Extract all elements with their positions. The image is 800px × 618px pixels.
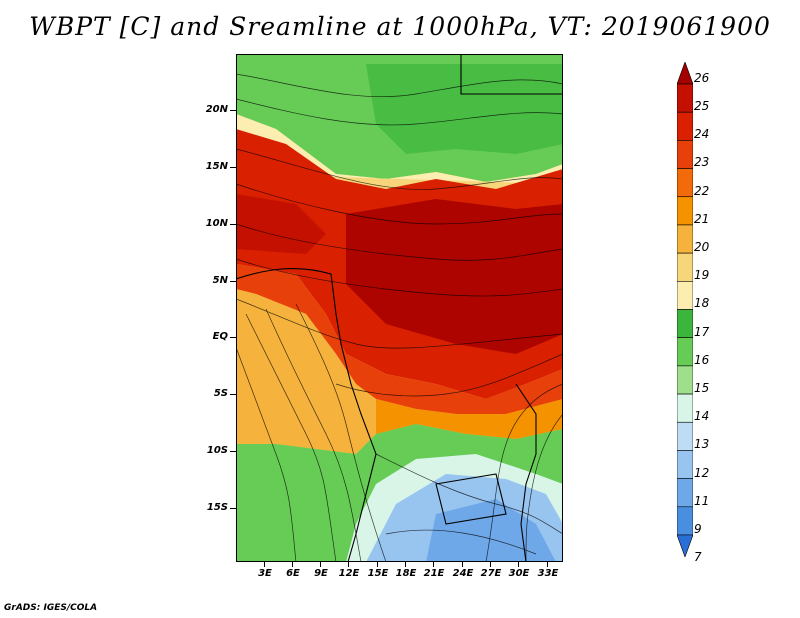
colorbar-swatch: [676, 393, 694, 423]
colorbar-label: 9: [694, 522, 702, 536]
colorbar-swatch: [676, 421, 694, 451]
lon-label-18e: 18E: [395, 568, 417, 579]
colorbar-label: 25: [694, 99, 710, 113]
footer-credit: GrADS: IGES/COLA: [4, 603, 98, 613]
lon-label-21e: 21E: [423, 568, 445, 579]
map-title: WBPT [C] and Sreamline at 1000hPa, VT: 2…: [29, 12, 771, 41]
lon-label-24e: 24E: [452, 568, 474, 579]
colorbar-swatch: [676, 478, 694, 508]
lon-tick: [405, 562, 406, 567]
colorbar: [676, 61, 694, 558]
colorbar-top-arrow: [676, 61, 694, 85]
lon-tick: [462, 562, 463, 567]
colorbar-label: 15: [694, 381, 710, 395]
lat-label-5n: 5N: [212, 275, 228, 286]
colorbar-label: 13: [694, 437, 710, 451]
lat-label-eq: EQ: [212, 331, 228, 342]
lat-label-15s: 15S: [206, 502, 228, 513]
colorbar-label: 22: [694, 184, 710, 198]
colorbar-label: 24: [694, 127, 710, 141]
map-frame: [236, 54, 563, 562]
lat-tick: [230, 451, 236, 452]
colorbar-swatch: [676, 281, 694, 310]
colorbar-swatch: [676, 168, 694, 198]
lon-label-9e: 9E: [314, 568, 328, 579]
colorbar-label: 20: [694, 240, 710, 254]
lat-label-15n: 15N: [205, 161, 228, 172]
colorbar-swatch: [676, 506, 694, 536]
colorbar-swatch: [676, 337, 694, 367]
lon-tick: [433, 562, 434, 567]
lat-label-20n: 20N: [205, 104, 228, 115]
colorbar-label: 19: [694, 268, 710, 282]
colorbar-swatch: [676, 309, 694, 338]
lat-label-5s: 5S: [213, 388, 228, 399]
wbpt-map: [236, 54, 563, 562]
colorbar-label: 12: [694, 466, 710, 480]
lat-tick: [230, 508, 236, 509]
lat-tick: [230, 394, 236, 395]
colorbar-label: 16: [694, 353, 710, 367]
lat-tick: [230, 337, 236, 338]
colorbar-swatch: [676, 83, 694, 113]
colorbar-label: 23: [694, 155, 710, 169]
colorbar-swatches: [676, 61, 694, 558]
lon-tick: [490, 562, 491, 567]
lon-tick: [320, 562, 321, 567]
colorbar-swatch: [676, 111, 694, 141]
lat-tick: [230, 110, 236, 111]
lat-label-10s: 10S: [206, 445, 228, 456]
lon-label-3e: 3E: [258, 568, 272, 579]
colorbar-label: 11: [694, 494, 710, 508]
colorbar-swatch: [676, 224, 694, 254]
lat-label-10n: 10N: [205, 218, 228, 229]
colorbar-swatch: [676, 140, 694, 169]
colorbar-label: 18: [694, 296, 710, 310]
wbpt-field: [236, 54, 563, 562]
colorbar-bottom-arrow: [676, 534, 694, 558]
lon-tick: [292, 562, 293, 567]
colorbar-swatch: [676, 365, 694, 395]
lon-label-15e: 15E: [367, 568, 389, 579]
lon-tick: [264, 562, 265, 567]
lon-tick: [547, 562, 548, 567]
colorbar-swatch: [676, 196, 694, 226]
colorbar-swatch: [676, 450, 694, 479]
colorbar-swatch: [676, 252, 694, 282]
lat-tick: [230, 281, 236, 282]
colorbar-label: 21: [694, 212, 710, 226]
colorbar-label: 14: [694, 409, 710, 423]
lon-label-33e: 33E: [537, 568, 559, 579]
lon-tick: [377, 562, 378, 567]
lon-label-12e: 12E: [338, 568, 360, 579]
lon-label-27e: 27E: [480, 568, 502, 579]
lat-tick: [230, 224, 236, 225]
lon-tick: [348, 562, 349, 567]
colorbar-label: 7: [694, 550, 702, 564]
colorbar-label: 17: [694, 325, 710, 339]
lon-label-30e: 30E: [508, 568, 530, 579]
lon-label-6e: 6E: [286, 568, 300, 579]
lon-tick: [518, 562, 519, 567]
colorbar-label: 26: [694, 71, 710, 85]
lat-tick: [230, 167, 236, 168]
